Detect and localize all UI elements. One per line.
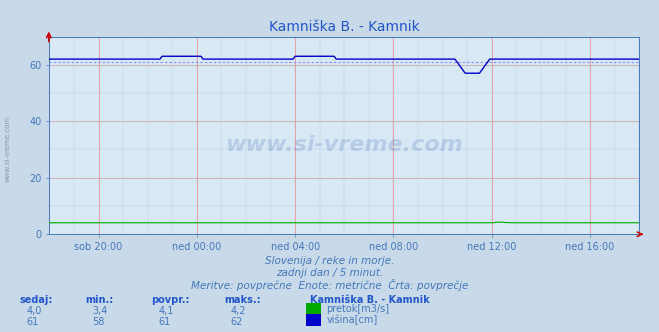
Text: www.si-vreme.com: www.si-vreme.com (225, 135, 463, 155)
Text: 61: 61 (158, 317, 171, 327)
Text: min.:: min.: (86, 295, 114, 305)
Text: zadnji dan / 5 minut.: zadnji dan / 5 minut. (276, 268, 383, 278)
Text: 4,0: 4,0 (26, 306, 42, 316)
Text: Slovenija / reke in morje.: Slovenija / reke in morje. (265, 256, 394, 266)
Text: Meritve: povprečne  Enote: metrične  Črta: povprečje: Meritve: povprečne Enote: metrične Črta:… (191, 279, 468, 290)
Text: Kamniška B. - Kamnik: Kamniška B. - Kamnik (310, 295, 430, 305)
Text: 3,4: 3,4 (92, 306, 107, 316)
Title: Kamniška B. - Kamnik: Kamniška B. - Kamnik (269, 20, 420, 34)
Text: 61: 61 (26, 317, 39, 327)
Text: povpr.:: povpr.: (152, 295, 190, 305)
Text: 4,2: 4,2 (231, 306, 246, 316)
Text: sedaj:: sedaj: (20, 295, 53, 305)
Text: 4,1: 4,1 (158, 306, 173, 316)
Text: 58: 58 (92, 317, 105, 327)
Text: www.si-vreme.com: www.si-vreme.com (5, 116, 11, 183)
Text: maks.:: maks.: (224, 295, 261, 305)
Text: pretok[m3/s]: pretok[m3/s] (326, 304, 389, 314)
Text: 62: 62 (231, 317, 243, 327)
Text: višina[cm]: višina[cm] (326, 314, 378, 325)
